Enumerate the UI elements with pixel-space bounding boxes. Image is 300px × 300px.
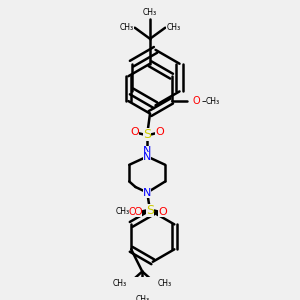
Text: S: S xyxy=(146,204,154,217)
Text: O: O xyxy=(130,127,139,136)
Text: CH₃: CH₃ xyxy=(143,8,157,17)
Text: CH₃: CH₃ xyxy=(135,295,149,300)
Text: N: N xyxy=(143,152,152,161)
Text: N: N xyxy=(143,146,152,156)
Text: CH₃: CH₃ xyxy=(119,23,134,32)
Text: CH₃: CH₃ xyxy=(115,207,129,216)
Text: N: N xyxy=(143,188,152,197)
Text: CH₃: CH₃ xyxy=(206,97,220,106)
Text: O: O xyxy=(133,207,142,217)
Text: O: O xyxy=(128,207,136,217)
Text: S: S xyxy=(143,128,151,141)
Text: O: O xyxy=(155,127,164,136)
Text: O: O xyxy=(193,96,200,106)
Text: CH₃: CH₃ xyxy=(158,279,172,288)
Text: CH₃: CH₃ xyxy=(167,23,181,32)
Text: O: O xyxy=(158,207,167,217)
Text: —: — xyxy=(201,96,211,106)
Text: CH₃: CH₃ xyxy=(113,279,127,288)
